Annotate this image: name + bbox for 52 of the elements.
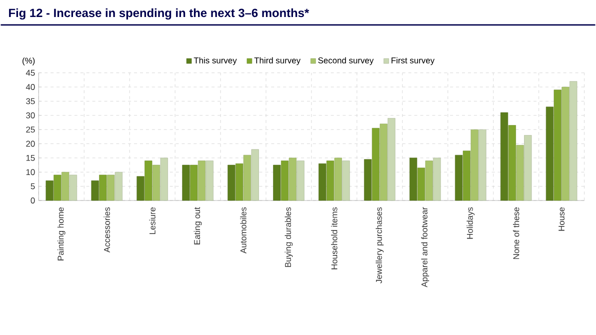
bar bbox=[524, 135, 532, 201]
x-tick-label: Apparel and footwear bbox=[421, 207, 430, 288]
bar bbox=[433, 158, 441, 201]
legend-label: Second survey bbox=[318, 57, 374, 65]
bar bbox=[562, 86, 570, 201]
x-tick-label: Buying durables bbox=[284, 207, 293, 267]
y-tick-label: 40 bbox=[26, 84, 35, 90]
x-tick-label: Lesiure bbox=[149, 207, 156, 234]
bar bbox=[288, 158, 296, 201]
legend-label: This survey bbox=[194, 57, 237, 65]
bar bbox=[334, 158, 342, 201]
y-tick-label: 45 bbox=[26, 70, 35, 76]
y-axis-title: (%) bbox=[22, 57, 35, 66]
bar bbox=[69, 174, 78, 201]
legend-label: First survey bbox=[392, 57, 435, 65]
x-tick-label: Accessories bbox=[104, 207, 110, 252]
y-tick-label: 20 bbox=[26, 140, 35, 147]
y-tick-label: 35 bbox=[26, 98, 35, 104]
bar bbox=[570, 81, 578, 201]
bar bbox=[243, 154, 251, 201]
bar bbox=[251, 149, 259, 201]
bar bbox=[478, 129, 486, 201]
bar bbox=[425, 160, 433, 201]
y-tick-label: 0 bbox=[30, 197, 35, 204]
y-tick-label: 30 bbox=[26, 112, 35, 118]
bar bbox=[114, 172, 122, 201]
bar bbox=[107, 174, 115, 201]
bar bbox=[206, 160, 214, 201]
bar bbox=[160, 158, 168, 201]
bar bbox=[516, 144, 524, 201]
y-tick-label: 5 bbox=[30, 183, 35, 190]
x-tick-label: None of these bbox=[512, 207, 520, 259]
x-tick-label: Automobiles bbox=[240, 207, 246, 254]
bar bbox=[198, 160, 206, 201]
bar bbox=[470, 129, 478, 201]
bar bbox=[296, 160, 304, 201]
y-tick-label: 15 bbox=[26, 154, 35, 161]
x-tick-label: Household items bbox=[331, 207, 338, 270]
y-tick-label: 10 bbox=[26, 169, 35, 176]
bar bbox=[388, 118, 396, 201]
bar bbox=[152, 164, 160, 201]
y-tick-label: 25 bbox=[26, 126, 35, 132]
legend-label: Third survey bbox=[254, 57, 301, 65]
x-tick-label: House bbox=[558, 207, 564, 231]
bar bbox=[380, 124, 388, 201]
chart-title: Fig 12 - Increase in spending in the next 3–6 months* bbox=[9, 8, 310, 20]
x-tick-label: Painting home bbox=[57, 207, 66, 260]
bar bbox=[62, 172, 70, 201]
bar bbox=[342, 160, 350, 201]
x-tick-label: Jewellery purchases bbox=[376, 207, 384, 284]
x-tick-label: Eating out bbox=[194, 206, 202, 244]
x-tick-label: Holidays bbox=[466, 207, 475, 239]
